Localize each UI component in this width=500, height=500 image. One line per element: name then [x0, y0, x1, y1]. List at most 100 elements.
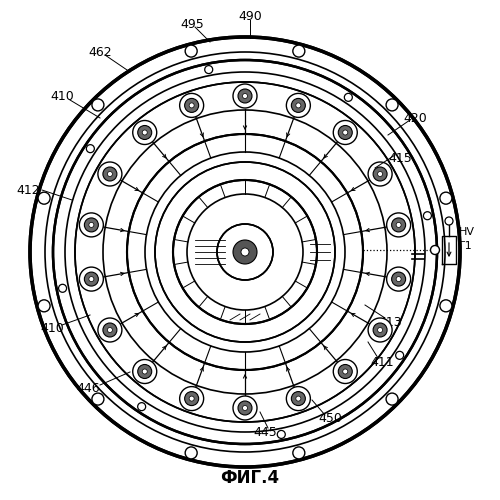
Circle shape [386, 99, 398, 111]
Circle shape [334, 360, 357, 384]
Circle shape [293, 447, 305, 459]
Circle shape [138, 402, 145, 410]
Circle shape [184, 392, 198, 406]
Text: 495: 495 [180, 18, 204, 30]
Circle shape [293, 45, 305, 57]
Circle shape [278, 430, 285, 438]
Circle shape [84, 272, 98, 286]
Circle shape [132, 120, 156, 144]
Text: 410: 410 [50, 90, 74, 104]
Circle shape [238, 89, 252, 103]
Circle shape [233, 240, 257, 264]
Circle shape [296, 103, 301, 108]
Circle shape [38, 192, 50, 204]
Text: 415: 415 [388, 152, 412, 164]
Circle shape [396, 352, 404, 360]
Text: 410: 410 [40, 322, 64, 334]
Text: Г1: Г1 [459, 241, 473, 251]
Circle shape [338, 126, 352, 140]
Circle shape [189, 103, 194, 108]
Circle shape [80, 213, 104, 237]
Circle shape [386, 393, 398, 405]
Circle shape [58, 284, 66, 292]
Circle shape [138, 364, 151, 378]
Text: 445: 445 [253, 426, 277, 438]
Circle shape [53, 60, 437, 444]
Circle shape [98, 162, 122, 186]
Circle shape [241, 248, 249, 256]
Circle shape [286, 94, 310, 118]
Circle shape [233, 396, 257, 420]
Circle shape [180, 94, 204, 118]
Text: 446: 446 [76, 382, 100, 394]
Circle shape [386, 213, 410, 237]
Circle shape [396, 222, 401, 228]
Circle shape [108, 172, 112, 176]
Circle shape [30, 37, 460, 467]
Circle shape [103, 323, 117, 337]
Circle shape [173, 180, 317, 324]
Text: 462: 462 [88, 46, 112, 59]
Circle shape [103, 167, 117, 181]
Circle shape [89, 276, 94, 281]
Text: ФИГ.4: ФИГ.4 [220, 469, 280, 487]
Circle shape [185, 447, 197, 459]
Circle shape [38, 300, 50, 312]
Circle shape [238, 401, 252, 415]
Circle shape [92, 393, 104, 405]
Text: 420: 420 [403, 112, 427, 124]
Circle shape [368, 162, 392, 186]
Circle shape [233, 84, 257, 108]
Text: HV: HV [459, 227, 475, 237]
Circle shape [296, 396, 301, 401]
Circle shape [392, 272, 406, 286]
Circle shape [75, 82, 415, 422]
Circle shape [127, 134, 363, 370]
Circle shape [344, 94, 352, 102]
Circle shape [334, 120, 357, 144]
Circle shape [373, 167, 387, 181]
Circle shape [80, 267, 104, 291]
Circle shape [292, 392, 306, 406]
Circle shape [132, 360, 156, 384]
Circle shape [424, 212, 432, 220]
Circle shape [392, 218, 406, 232]
Circle shape [286, 386, 310, 410]
Circle shape [445, 217, 453, 225]
Text: 413: 413 [378, 316, 402, 328]
Circle shape [343, 130, 348, 135]
Circle shape [430, 246, 440, 254]
Circle shape [242, 406, 248, 410]
Circle shape [108, 328, 112, 332]
Circle shape [142, 130, 147, 135]
Circle shape [338, 364, 352, 378]
Circle shape [373, 323, 387, 337]
Circle shape [98, 318, 122, 342]
Circle shape [343, 369, 348, 374]
Circle shape [89, 222, 94, 228]
Text: 450: 450 [318, 412, 342, 424]
Circle shape [378, 172, 382, 176]
Text: 490: 490 [238, 10, 262, 22]
Circle shape [184, 98, 198, 112]
Circle shape [292, 98, 306, 112]
Circle shape [440, 300, 452, 312]
Circle shape [368, 318, 392, 342]
Circle shape [204, 66, 212, 74]
Text: 411: 411 [370, 356, 394, 368]
Circle shape [92, 99, 104, 111]
Circle shape [189, 396, 194, 401]
Circle shape [396, 276, 401, 281]
Circle shape [142, 369, 147, 374]
Circle shape [86, 144, 94, 152]
Circle shape [138, 126, 151, 140]
Circle shape [378, 328, 382, 332]
Text: 412: 412 [16, 184, 40, 196]
Circle shape [217, 224, 273, 280]
Circle shape [242, 94, 248, 98]
Circle shape [386, 267, 410, 291]
Circle shape [84, 218, 98, 232]
Circle shape [180, 386, 204, 410]
Circle shape [185, 45, 197, 57]
Circle shape [155, 162, 335, 342]
